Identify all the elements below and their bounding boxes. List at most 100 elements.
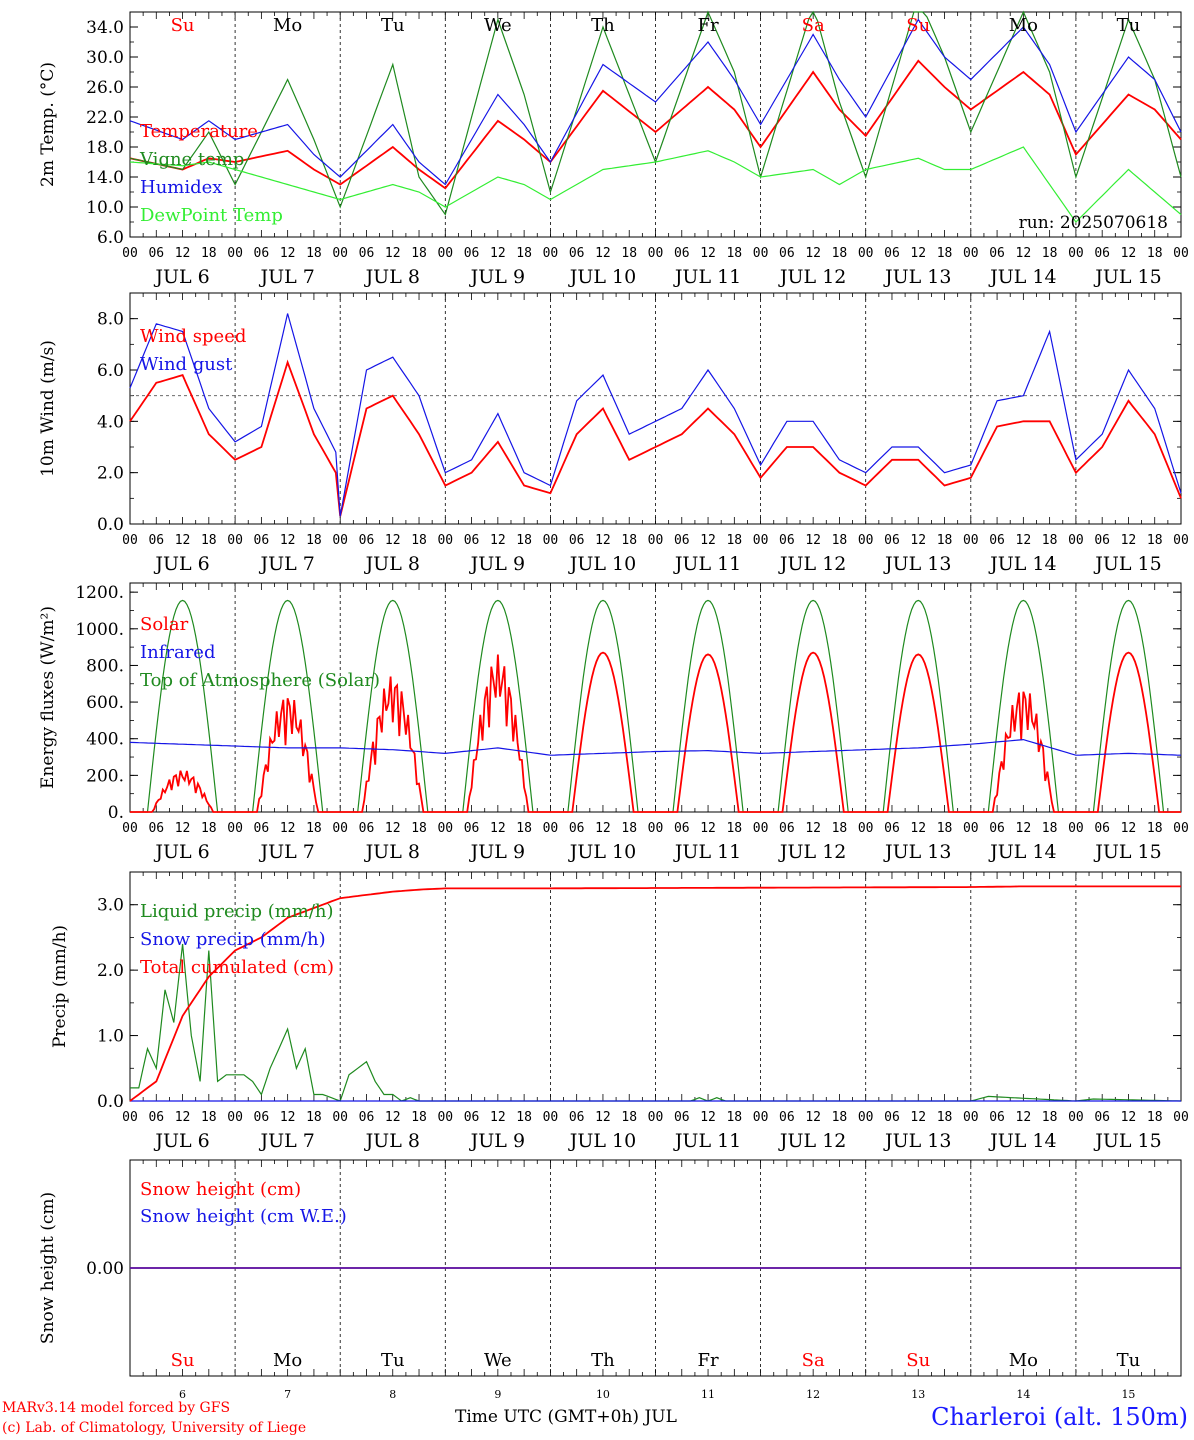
hour-tick-label: 12: [385, 821, 401, 836]
hour-tick-label: 18: [201, 821, 217, 836]
series-line-temperature: [129, 59, 1182, 190]
y-tick-label: 0.: [108, 803, 124, 823]
weekday-label: Sa: [802, 1350, 825, 1371]
hour-tick-label: 00: [122, 246, 138, 261]
hour-tick-label: 06: [148, 246, 164, 261]
hour-tick-label: 18: [411, 533, 427, 548]
weekday-label: Th: [591, 15, 615, 36]
hour-tick-label: 00: [122, 1110, 138, 1125]
hour-tick-label: 12: [490, 1110, 506, 1125]
hour-tick-label: 00: [332, 246, 348, 261]
hour-tick-label: 12: [490, 533, 506, 548]
hour-tick-label: 18: [621, 533, 637, 548]
date-label: JUL 12: [778, 266, 846, 288]
hour-tick-label: 12: [700, 246, 716, 261]
hour-tick-label: 00: [332, 533, 348, 548]
hour-tick-label: 06: [779, 1110, 795, 1125]
date-label: JUL 11: [673, 266, 741, 288]
weekday-label: Th: [591, 1350, 615, 1371]
day-number-label: 14: [1016, 1388, 1030, 1401]
date-label: JUL 7: [258, 553, 314, 575]
hour-tick-label: 18: [306, 821, 322, 836]
hour-tick-label: 12: [490, 821, 506, 836]
hour-tick-label: 00: [227, 246, 243, 261]
hour-tick-label: 18: [726, 1110, 742, 1125]
date-label: JUL 15: [1093, 266, 1161, 288]
hour-tick-label: 06: [359, 821, 375, 836]
hour-tick-label: 12: [280, 1110, 296, 1125]
hour-tick-label: 06: [1094, 533, 1110, 548]
day-number-label: 13: [911, 1388, 925, 1401]
weekday-label: Fr: [698, 15, 719, 36]
hour-tick-label: 06: [569, 1110, 585, 1125]
y-tick-label: 0.00: [86, 1259, 124, 1279]
weekday-label: Mo: [1009, 15, 1038, 36]
hour-tick-label: 18: [201, 1110, 217, 1125]
hour-tick-label: 00: [648, 533, 664, 548]
date-label: JUL 10: [568, 266, 636, 288]
date-label: JUL 10: [568, 553, 636, 575]
hour-tick-label: 00: [648, 246, 664, 261]
hour-tick-label: 06: [359, 246, 375, 261]
y-tick-label: 1.0: [97, 1027, 124, 1047]
date-label: JUL 14: [988, 266, 1056, 288]
legend-entry: Infrared: [140, 642, 215, 663]
hour-tick-label: 12: [910, 533, 926, 548]
hour-tick-label: 12: [910, 246, 926, 261]
hour-tick-label: 06: [779, 533, 795, 548]
legend-entry: Total cumulated (cm): [140, 957, 334, 978]
hour-tick-label: 00: [437, 821, 453, 836]
hour-tick-label: 12: [1121, 821, 1137, 836]
hour-tick-label: 18: [306, 1110, 322, 1125]
hour-tick-label: 00: [963, 821, 979, 836]
hour-tick-label: 06: [674, 821, 690, 836]
hour-tick-label: 00: [753, 1110, 769, 1125]
weekday-label: Su: [171, 1350, 195, 1371]
legend-entry: Vigne temp: [139, 149, 244, 170]
hour-tick-label: 18: [726, 821, 742, 836]
y-tick-label: 400.: [86, 730, 124, 750]
date-label: JUL 7: [258, 266, 314, 288]
hour-tick-label: 06: [779, 246, 795, 261]
y-tick-label: 10.0: [86, 198, 124, 218]
hour-tick-label: 18: [411, 246, 427, 261]
weekday-label: Mo: [273, 15, 302, 36]
hour-tick-label: 12: [700, 533, 716, 548]
day-number-label: 12: [806, 1388, 820, 1401]
weekday-label: Su: [171, 15, 195, 36]
hour-tick-label: 06: [148, 1110, 164, 1125]
hour-tick-label: 06: [1094, 246, 1110, 261]
weekday-label: We: [484, 1350, 512, 1371]
station-label: Charleroi (alt. 150m): [931, 1403, 1188, 1431]
hour-tick-label: 12: [280, 533, 296, 548]
hour-tick-label: 18: [1042, 246, 1058, 261]
hour-tick-label: 00: [648, 1110, 664, 1125]
hour-tick-label: 00: [858, 821, 874, 836]
hour-tick-label: 00: [437, 246, 453, 261]
hour-tick-label: 06: [464, 821, 480, 836]
hour-tick-label: 12: [1016, 246, 1032, 261]
hour-tick-label: 12: [700, 821, 716, 836]
hour-tick-label: 00: [753, 246, 769, 261]
weekday-label: Su: [906, 1350, 930, 1371]
hour-tick-label: 18: [621, 1110, 637, 1125]
hour-tick-label: 00: [543, 246, 559, 261]
hour-tick-label: 06: [569, 246, 585, 261]
hour-tick-label: 00: [1068, 821, 1084, 836]
hour-tick-label: 00: [1173, 1110, 1189, 1125]
hour-tick-label: 00: [858, 533, 874, 548]
y-axis-label: Snow height (cm): [38, 1192, 58, 1344]
weekday-label: Tu: [1117, 15, 1141, 36]
hour-tick-label: 12: [175, 533, 191, 548]
date-label: JUL 6: [153, 841, 209, 863]
hour-tick-label: 00: [437, 1110, 453, 1125]
y-tick-label: 22.0: [86, 108, 124, 128]
hour-tick-label: 00: [122, 821, 138, 836]
legend-entry: Temperature: [140, 121, 258, 142]
date-label: JUL 9: [469, 553, 525, 575]
date-label: JUL 9: [469, 266, 525, 288]
hour-tick-label: 12: [385, 533, 401, 548]
hour-tick-label: 06: [674, 1110, 690, 1125]
series-line-infrared: [129, 738, 1182, 756]
